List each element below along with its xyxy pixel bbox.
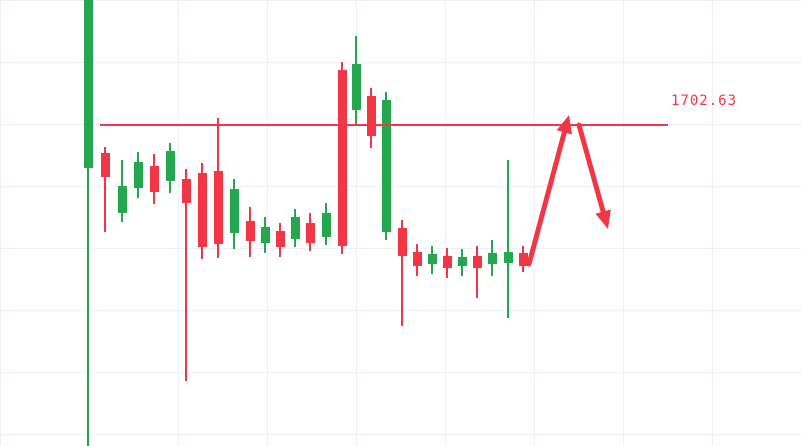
candle [290,217,300,239]
candle [117,186,127,213]
candle [442,256,452,268]
candle [503,252,513,263]
candle [305,223,315,243]
candle [165,151,175,181]
candle [197,173,207,247]
candle-wick [104,147,106,232]
candle [229,189,239,233]
candle [366,96,376,136]
candle [181,179,191,203]
candle-wick [507,160,509,318]
candle [487,253,497,264]
candle [412,252,422,266]
candle [321,213,331,237]
candle [457,257,467,266]
candle [100,153,110,177]
candle [133,162,143,188]
candle [337,70,347,246]
candle [149,166,159,192]
candle [275,231,285,247]
candle-wick [185,169,187,381]
candle-wick [401,220,403,326]
candle [245,221,255,241]
candle-wick [476,246,478,298]
price-level-label[interactable]: 1702.63 [671,93,738,109]
candle [381,100,391,232]
candle [83,0,93,168]
candle [472,256,482,268]
candle [351,64,361,110]
candle [397,228,407,256]
candle [260,227,270,243]
candle [427,254,437,264]
candle [518,253,528,266]
price-level-line[interactable] [100,124,668,126]
candle-wick [87,0,89,446]
candle [213,171,223,244]
